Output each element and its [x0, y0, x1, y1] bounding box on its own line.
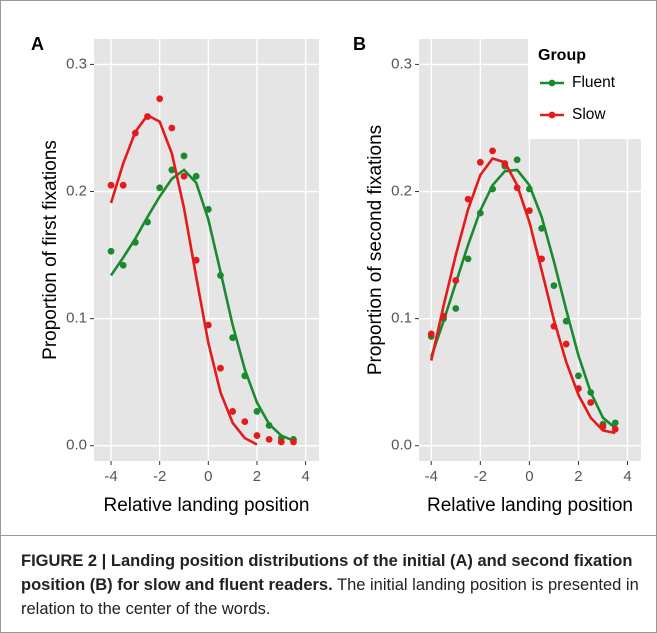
point	[107, 247, 115, 255]
point	[440, 312, 447, 320]
point	[168, 124, 176, 132]
point	[513, 184, 521, 192]
point	[241, 372, 249, 380]
legend-label: Fluent	[572, 74, 616, 91]
point	[265, 435, 273, 443]
x-tick-label: 4	[623, 468, 631, 485]
point	[290, 438, 297, 446]
x-tick-label: -2	[153, 468, 166, 485]
x-tick-label: -4	[104, 468, 117, 485]
point	[611, 425, 619, 433]
point	[599, 423, 607, 431]
point	[229, 334, 237, 342]
y-tick-label: 0.1	[391, 310, 412, 327]
y-axis-label: Proportion of first fixations	[40, 140, 61, 360]
point	[144, 218, 151, 226]
point	[476, 158, 484, 166]
point	[168, 166, 176, 174]
point	[180, 152, 188, 160]
point	[452, 277, 460, 284]
point	[131, 238, 139, 246]
fit-line	[429, 156, 616, 435]
point	[501, 160, 509, 167]
point	[575, 372, 582, 380]
fit-line	[430, 168, 617, 429]
point	[538, 255, 546, 263]
point	[253, 432, 261, 439]
point	[427, 330, 435, 338]
y-tick-label: 0.2	[391, 182, 412, 199]
point	[180, 172, 188, 180]
point	[192, 172, 200, 180]
legend-box	[528, 39, 641, 139]
x-tick-label: 0	[204, 468, 212, 485]
fit-line	[109, 168, 294, 442]
point	[452, 305, 460, 312]
point	[587, 388, 595, 396]
point	[464, 255, 472, 263]
caption-text: The initial landing position is presente…	[21, 576, 639, 618]
chart: 0.0 0.1 0.2 0.3 -4 -2 0 2 4 A Relative landing pos…	[31, 34, 641, 516]
legend-point	[548, 111, 556, 119]
point	[550, 282, 558, 289]
x-tick-label: 4	[301, 468, 309, 485]
legend-title: Group	[538, 47, 586, 64]
y-tick-label: 0.1	[66, 310, 87, 327]
point	[131, 129, 139, 137]
point	[562, 340, 570, 348]
point	[107, 181, 115, 189]
caption: FIGURE 2 | Landing position distribution…	[21, 549, 641, 621]
x-axis-label: Relative landing position	[104, 495, 310, 516]
point	[587, 399, 595, 406]
point	[489, 185, 496, 193]
point	[575, 385, 582, 392]
caption-bold: FIGURE 2 | Landing position distribution…	[21, 552, 633, 594]
point	[119, 181, 127, 189]
y-axis-label: Proportion of second fixations	[365, 125, 386, 375]
point	[265, 422, 273, 429]
point	[538, 224, 546, 232]
y-tick-label: 0.3	[391, 55, 412, 72]
point	[217, 364, 224, 372]
point	[562, 317, 570, 325]
point	[156, 184, 164, 192]
x-axis-label: Relative landing position	[427, 495, 633, 516]
y-tick-label: 0.2	[66, 182, 87, 199]
x-tick-label: -2	[474, 468, 487, 485]
legend-point	[548, 79, 556, 87]
point	[476, 209, 484, 217]
legend-label: Slow	[572, 106, 606, 123]
point	[204, 205, 212, 213]
point	[156, 95, 164, 103]
panel-label: B	[353, 34, 366, 54]
x-tick-label: 2	[253, 468, 261, 485]
point	[192, 256, 200, 264]
point	[611, 419, 619, 427]
point	[241, 418, 249, 425]
x-tick-label: -4	[425, 468, 438, 485]
point	[525, 185, 533, 193]
point	[550, 322, 558, 330]
point	[204, 321, 212, 329]
point	[464, 195, 472, 203]
point	[489, 147, 496, 155]
point	[513, 156, 521, 164]
point	[525, 207, 533, 214]
point	[277, 438, 285, 446]
x-tick-label: 0	[525, 468, 533, 485]
y-tick-label: 0.0	[391, 437, 412, 454]
x-tick-label: 2	[574, 468, 582, 485]
point	[119, 261, 127, 269]
y-tick-label: 0.3	[66, 55, 87, 72]
point	[229, 408, 237, 415]
point	[253, 408, 261, 415]
y-tick-label: 0.0	[66, 437, 87, 454]
point	[144, 113, 151, 120]
plot-background	[94, 39, 319, 461]
separator	[1, 535, 656, 536]
panel-label: A	[31, 34, 44, 54]
point	[217, 272, 224, 279]
